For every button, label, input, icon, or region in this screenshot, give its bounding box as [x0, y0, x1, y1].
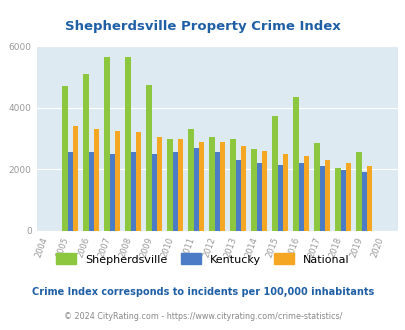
Bar [188, 129, 193, 231]
Bar [256, 163, 261, 231]
Bar [345, 163, 350, 231]
Bar [172, 152, 177, 231]
Text: Shepherdsville Property Crime Index: Shepherdsville Property Crime Index [65, 20, 340, 33]
Bar [156, 137, 162, 231]
Bar [115, 131, 120, 231]
Bar [324, 160, 329, 231]
Bar [361, 172, 366, 231]
Bar [356, 152, 361, 231]
Bar [167, 139, 172, 231]
Bar [230, 139, 235, 231]
Bar [214, 152, 219, 231]
Bar [282, 154, 288, 231]
Bar [67, 152, 72, 231]
Bar [88, 152, 94, 231]
Text: Crime Index corresponds to incidents per 100,000 inhabitants: Crime Index corresponds to incidents per… [32, 287, 373, 297]
Bar [125, 57, 130, 231]
Bar [366, 166, 371, 231]
Legend: Shepherdsville, Kentucky, National: Shepherdsville, Kentucky, National [52, 249, 353, 269]
Bar [83, 74, 88, 231]
Bar [62, 86, 67, 231]
Bar [303, 156, 308, 231]
Bar [104, 57, 109, 231]
Bar [277, 165, 282, 231]
Bar [151, 154, 156, 231]
Bar [135, 132, 141, 231]
Bar [272, 115, 277, 231]
Bar [319, 166, 324, 231]
Bar [251, 149, 256, 231]
Bar [177, 139, 183, 231]
Bar [193, 148, 198, 231]
Bar [146, 85, 151, 231]
Bar [293, 97, 298, 231]
Bar [261, 151, 266, 231]
Bar [235, 160, 240, 231]
Bar [209, 137, 214, 231]
Bar [198, 142, 204, 231]
Bar [219, 142, 224, 231]
Bar [335, 168, 340, 231]
Bar [94, 129, 99, 231]
Bar [130, 152, 135, 231]
Text: © 2024 CityRating.com - https://www.cityrating.com/crime-statistics/: © 2024 CityRating.com - https://www.city… [64, 312, 341, 321]
Bar [109, 154, 115, 231]
Bar [340, 170, 345, 231]
Bar [240, 146, 245, 231]
Bar [313, 143, 319, 231]
Bar [298, 163, 303, 231]
Bar [72, 126, 78, 231]
